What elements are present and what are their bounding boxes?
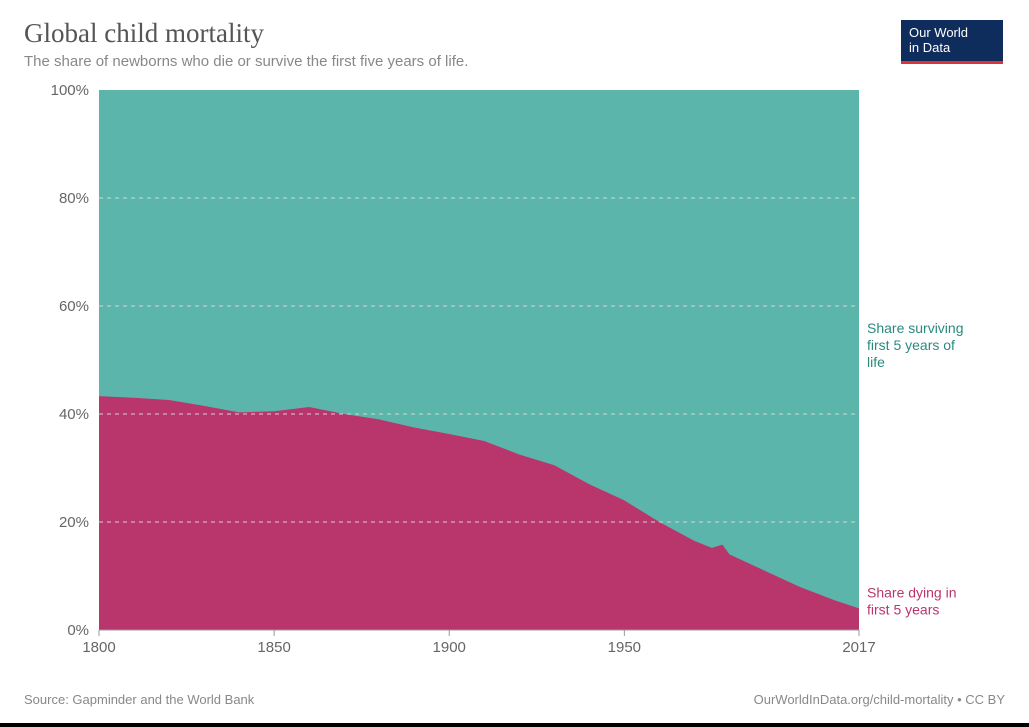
header: Global child mortality The share of newb… — [24, 18, 1005, 70]
chart-area: 0% 20% 40% 60% 80% 100% 1800 1850 1900 1950 2017 Sh… — [24, 84, 1005, 664]
logo-line-1: Our World — [909, 25, 995, 40]
owid-logo: Our World in Data — [901, 20, 1003, 64]
ytick-label: 100% — [51, 84, 89, 99]
attribution-label: OurWorldInData.org/child-mortality • CC … — [754, 692, 1005, 707]
chart-title: Global child mortality — [24, 18, 1005, 49]
chart-footer: Source: Gapminder and the World Bank Our… — [24, 692, 1005, 707]
label-surviving: first 5 years of — [867, 337, 955, 353]
source-label: Source: Gapminder and the World Bank — [24, 692, 254, 707]
xtick-label: 1950 — [608, 639, 641, 656]
label-dying: Share dying in — [867, 585, 957, 601]
bottom-border — [0, 723, 1029, 727]
chart-container: Global child mortality The share of newb… — [0, 0, 1029, 727]
ytick-label: 60% — [59, 298, 89, 315]
xtick-label: 2017 — [842, 639, 875, 656]
label-dying: first 5 years — [867, 602, 939, 618]
label-surviving: Share surviving — [867, 320, 964, 336]
xtick-label: 1850 — [257, 639, 290, 656]
ytick-label: 80% — [59, 190, 89, 207]
xtick-label: 1900 — [433, 639, 466, 656]
label-surviving: life — [867, 354, 885, 370]
ytick-label: 0% — [67, 622, 89, 639]
ytick-label: 40% — [59, 406, 89, 423]
chart-subtitle: The share of newborns who die or survive… — [24, 53, 1005, 70]
ytick-label: 20% — [59, 514, 89, 531]
logo-line-2: in Data — [909, 40, 995, 55]
chart-svg: 0% 20% 40% 60% 80% 100% 1800 1850 1900 1950 2017 Sh… — [24, 84, 1005, 664]
xtick-label: 1800 — [82, 639, 115, 656]
